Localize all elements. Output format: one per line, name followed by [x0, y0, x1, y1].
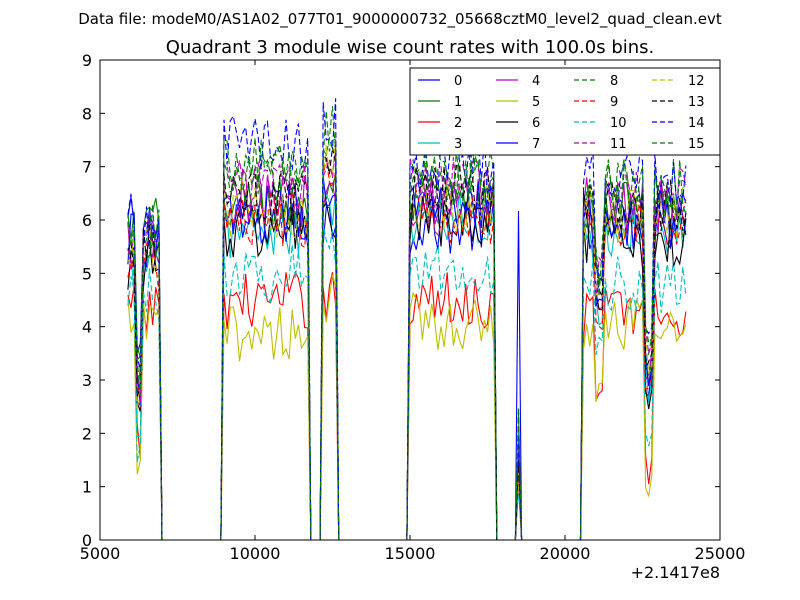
legend-label: 5 [532, 95, 540, 110]
legend-box [409, 67, 721, 156]
legend-label: 6 [532, 116, 540, 131]
y-tick-label: 1 [82, 478, 92, 497]
y-tick-label: 2 [82, 424, 92, 443]
y-tick-label: 5 [82, 264, 92, 283]
x-offset-label: +2.1417e8 [631, 563, 720, 582]
y-tick-label: 3 [82, 371, 92, 390]
legend-label: 9 [610, 95, 618, 110]
legend-label: 14 [688, 116, 705, 131]
x-tick-label: 25000 [695, 544, 746, 563]
x-tick-label: 20000 [540, 544, 591, 563]
legend-label: 11 [610, 137, 627, 152]
y-tick-label: 0 [82, 531, 92, 550]
legend-label: 15 [688, 137, 705, 152]
legend-label: 13 [688, 95, 705, 110]
y-tick-label: 8 [82, 104, 92, 123]
legend-label: 0 [454, 74, 462, 89]
legend-label: 7 [532, 137, 540, 152]
chart-title: Quadrant 3 module wise count rates with … [166, 37, 655, 58]
legend-label: 8 [610, 74, 618, 89]
x-tick-label: 10000 [230, 544, 281, 563]
legend-label: 3 [454, 137, 462, 152]
x-tick-label: 5000 [80, 544, 121, 563]
y-tick-label: 9 [82, 51, 92, 70]
legend-label: 10 [610, 116, 627, 131]
series-layer [127, 98, 687, 541]
x-tick-label: 15000 [385, 544, 436, 563]
legend-label: 1 [454, 95, 462, 110]
y-tick-label: 4 [82, 318, 92, 337]
y-tick-label: 7 [82, 158, 92, 177]
legend-label: 2 [454, 116, 462, 131]
chart-suptitle: Data file: modeM0/AS1A02_077T01_90000007… [78, 10, 722, 29]
legend-label: 4 [532, 74, 540, 89]
y-tick-label: 6 [82, 211, 92, 230]
legend-label: 12 [688, 74, 705, 89]
